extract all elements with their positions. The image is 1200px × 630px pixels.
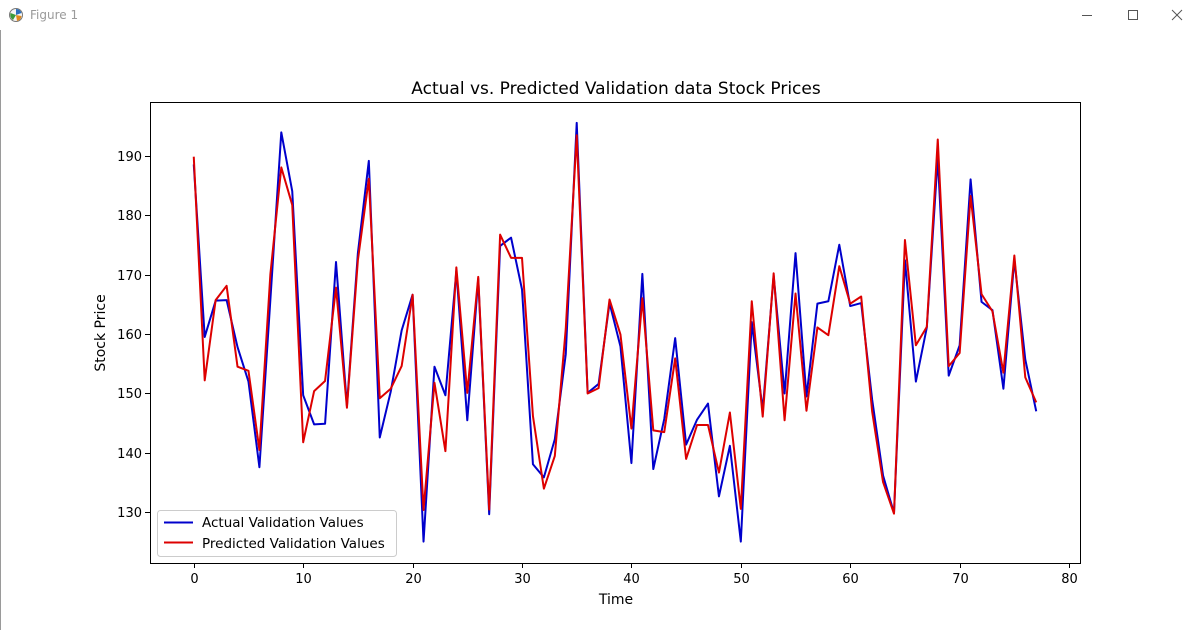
legend: Actual Validation Values Predicted Valid… [157,510,397,557]
series-layer [192,121,1038,543]
x-tick-label: 70 [952,572,969,587]
matplotlib-figure-icon [9,8,23,22]
minimize-icon [1082,15,1092,16]
close-button[interactable] [1154,0,1200,30]
series-line-predicted [192,134,1038,515]
chart-title: Actual vs. Predicted Validation data Sto… [411,79,821,99]
window-titlebar: Figure 1 [0,0,1200,30]
y-axis: 130 140 150 160 170 180 190 [117,150,150,521]
y-tick-label: 150 [117,387,142,402]
y-tick-label: 170 [117,269,142,284]
x-tick-label: 20 [405,572,422,587]
legend-label-predicted: Predicted Validation Values [202,536,385,552]
x-tick-label: 0 [190,572,198,587]
y-tick-label: 140 [117,447,142,462]
x-tick-label: 30 [514,572,531,587]
x-tick-label: 60 [842,572,859,587]
window-title: Figure 1 [30,8,79,22]
minimize-button[interactable] [1064,0,1110,30]
maximize-icon [1128,10,1138,20]
x-axis: 0 10 20 30 40 50 60 70 80 [190,563,1078,587]
x-tick-label: 80 [1061,572,1078,587]
y-tick-label: 130 [117,506,142,521]
plot-area [150,102,1081,564]
legend-box [157,510,397,557]
close-icon [1171,9,1183,21]
x-axis-label: Time [598,592,633,608]
window-left-border [0,30,1,630]
y-axis-label: Stock Price [93,294,109,371]
maximize-button[interactable] [1110,0,1156,30]
x-tick-label: 40 [623,572,640,587]
x-tick-label: 10 [295,572,312,587]
x-tick-label: 50 [733,572,750,587]
legend-label-actual: Actual Validation Values [202,515,364,531]
series-line-actual [192,121,1038,543]
figure-canvas: Actual vs. Predicted Validation data Sto… [93,79,1081,608]
y-tick-label: 160 [117,328,142,343]
y-tick-label: 190 [117,150,142,165]
y-tick-label: 180 [117,209,142,224]
